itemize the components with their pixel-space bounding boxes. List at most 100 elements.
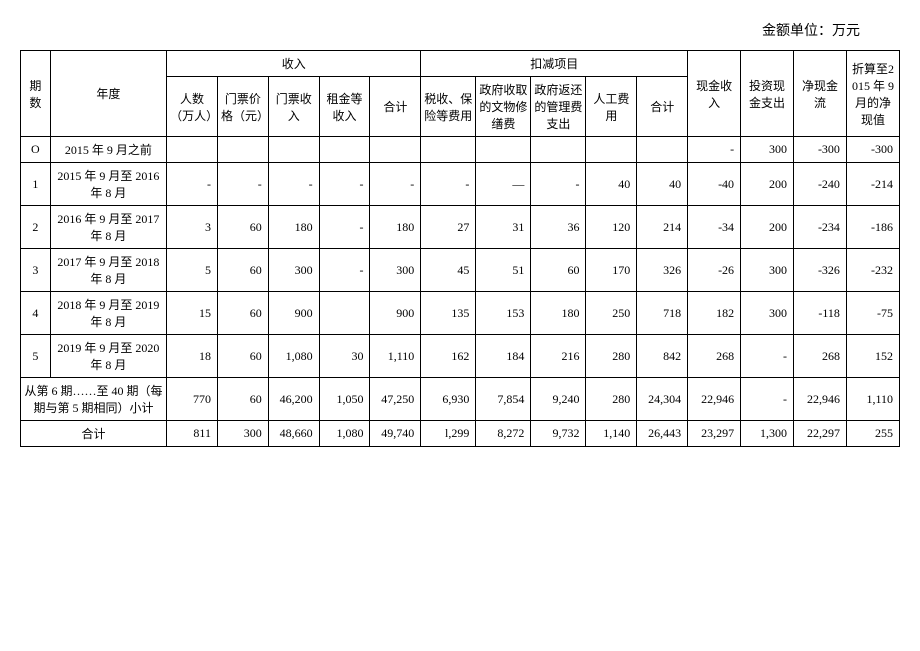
cell-value: -26 — [688, 249, 741, 292]
hdr-income-group: 收入 — [167, 51, 421, 77]
cell-value: 280 — [586, 335, 637, 378]
table-body: O2015 年 9 月之前-300-300-30012015 年 9 月至 20… — [21, 137, 900, 447]
table-row: 32017 年 9 月至 2018 年 8 月560300-3004551601… — [21, 249, 900, 292]
hdr-ticket-price: 门票价格（元） — [217, 77, 268, 137]
cell-value: 8,272 — [476, 421, 531, 447]
cell-value: 842 — [637, 335, 688, 378]
cell-value: 300 — [741, 292, 794, 335]
hdr-net-cash: 净现金流 — [794, 51, 847, 137]
cell-value: 184 — [476, 335, 531, 378]
cell-value: 31 — [476, 206, 531, 249]
cell-value: 770 — [167, 378, 218, 421]
cell-value: - — [167, 163, 218, 206]
cell-value: 268 — [688, 335, 741, 378]
cell-value: 1,110 — [370, 335, 421, 378]
cell-value: 216 — [531, 335, 586, 378]
cell-value: 135 — [421, 292, 476, 335]
cell-value: 24,304 — [637, 378, 688, 421]
cell-value: -326 — [794, 249, 847, 292]
hdr-invest-out: 投资现金支出 — [741, 51, 794, 137]
cell-value — [319, 137, 370, 163]
table-row: 42018 年 9 月至 2019 年 8 月15609009001351531… — [21, 292, 900, 335]
cell-value: - — [217, 163, 268, 206]
cell-value: 40 — [586, 163, 637, 206]
cell-value: 30 — [319, 335, 370, 378]
cell-value — [421, 137, 476, 163]
hdr-labor: 人工费用 — [586, 77, 637, 137]
cell-value: 170 — [586, 249, 637, 292]
cell-value: 60 — [217, 378, 268, 421]
cell-value: 718 — [637, 292, 688, 335]
cell-value — [476, 137, 531, 163]
cell-value — [217, 137, 268, 163]
hdr-relic-repair: 政府收取的文物修缮费 — [476, 77, 531, 137]
hdr-deduction-subtotal: 合计 — [637, 77, 688, 137]
cell-value: 46,200 — [268, 378, 319, 421]
table-row: 22016 年 9 月至 2017 年 8 月360180-1802731361… — [21, 206, 900, 249]
cell-value: 27 — [421, 206, 476, 249]
hdr-year: 年度 — [50, 51, 166, 137]
cell-value: 250 — [586, 292, 637, 335]
cell-period: 4 — [21, 292, 51, 335]
cell-year: 2017 年 9 月至 2018 年 8 月 — [50, 249, 166, 292]
cell-value: 48,660 — [268, 421, 319, 447]
cell-value: 9,732 — [531, 421, 586, 447]
cell-value: - — [319, 249, 370, 292]
total-row: 合计81130048,6601,08049,740l,2998,2729,732… — [21, 421, 900, 447]
cell-value: 180 — [370, 206, 421, 249]
hdr-npv: 折算至2015 年 9月的净现值 — [846, 51, 899, 137]
subtotal-row: 从第 6 期……至 40 期（每期与第 5 期相同）小计7706046,200 1… — [21, 378, 900, 421]
cell-value — [586, 137, 637, 163]
cell-value — [370, 137, 421, 163]
cell-value: 280 — [586, 378, 637, 421]
cell-value: 152 — [846, 335, 899, 378]
cell-value: -40 — [688, 163, 741, 206]
cell-value: -118 — [794, 292, 847, 335]
cell-value: 51 — [476, 249, 531, 292]
cell-value: 40 — [637, 163, 688, 206]
cell-value: 1,300 — [741, 421, 794, 447]
subtotal-label: 从第 6 期……至 40 期（每期与第 5 期相同）小计 — [21, 378, 167, 421]
cell-value: 9,240 — [531, 378, 586, 421]
cell-value: -234 — [794, 206, 847, 249]
cell-value: 200 — [741, 163, 794, 206]
cell-value: 1,110 — [846, 378, 899, 421]
cell-value: 300 — [268, 249, 319, 292]
hdr-income-subtotal: 合计 — [370, 77, 421, 137]
cell-value: 255 — [846, 421, 899, 447]
cell-value: -300 — [794, 137, 847, 163]
cell-value: - — [268, 163, 319, 206]
table-row: 52019 年 9 月至 2020 年 8 月18601,080301,1101… — [21, 335, 900, 378]
cell-value: l,299 — [421, 421, 476, 447]
cell-year: 2018 年 9 月至 2019 年 8 月 — [50, 292, 166, 335]
cell-year: 2015 年 9 月至 2016 年 8 月 — [50, 163, 166, 206]
unit-label: 金额单位：万元 — [20, 20, 900, 40]
cell-value: 3 — [167, 206, 218, 249]
cell-value: - — [741, 378, 794, 421]
cell-value: 15 — [167, 292, 218, 335]
cell-value: -240 — [794, 163, 847, 206]
cell-value: -214 — [846, 163, 899, 206]
cell-value: 153 — [476, 292, 531, 335]
cell-period: 1 — [21, 163, 51, 206]
cell-value: 22,946 — [794, 378, 847, 421]
hdr-rent-income: 租金等收入 — [319, 77, 370, 137]
cell-value: 182 — [688, 292, 741, 335]
hdr-deduction-group: 扣减项目 — [421, 51, 688, 77]
cell-value: 300 — [217, 421, 268, 447]
cell-value: 60 — [217, 206, 268, 249]
cell-value: 49,740 — [370, 421, 421, 447]
cell-value: 811 — [167, 421, 218, 447]
cell-value: 900 — [370, 292, 421, 335]
cell-value: 326 — [637, 249, 688, 292]
cell-value: 26,443 — [637, 421, 688, 447]
cell-value: 300 — [370, 249, 421, 292]
cell-value: - — [531, 163, 586, 206]
cell-value: 47,250 — [370, 378, 421, 421]
cell-year: 2019 年 9 月至 2020 年 8 月 — [50, 335, 166, 378]
cell-period: 3 — [21, 249, 51, 292]
hdr-period: 期数 — [21, 51, 51, 137]
cell-value: 1,080 — [268, 335, 319, 378]
cell-value: - — [319, 206, 370, 249]
cell-value — [268, 137, 319, 163]
